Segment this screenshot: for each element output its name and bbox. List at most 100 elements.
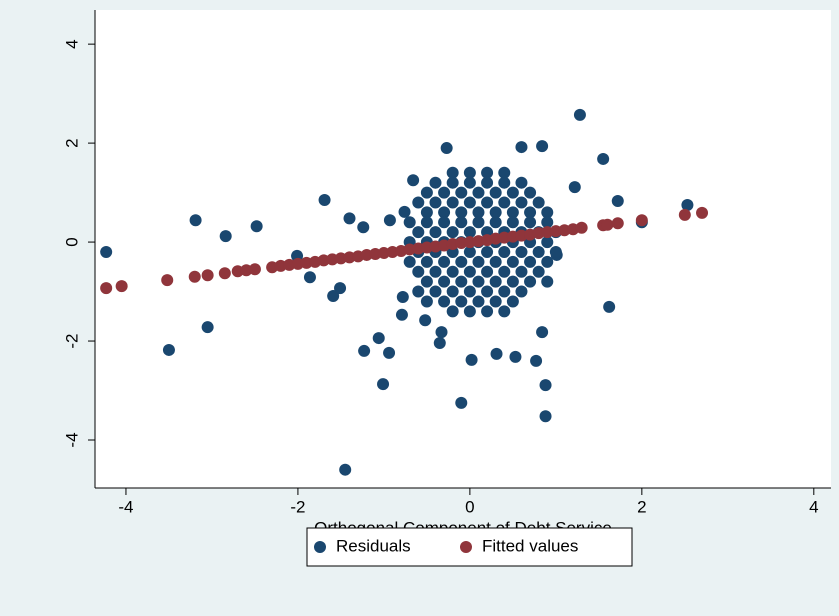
y-tick-label: -4 — [62, 432, 81, 447]
point — [489, 186, 502, 199]
legend-label: Fitted values — [482, 536, 578, 555]
point — [377, 378, 390, 391]
point — [498, 285, 511, 298]
legend-marker — [460, 541, 472, 553]
point — [398, 205, 411, 218]
point — [420, 275, 433, 288]
point — [696, 206, 709, 219]
point — [498, 166, 511, 179]
point — [446, 285, 459, 298]
point — [412, 226, 425, 239]
point — [472, 206, 485, 219]
point — [429, 285, 442, 298]
point — [541, 216, 554, 229]
point — [250, 220, 263, 233]
point — [395, 308, 408, 321]
point — [420, 186, 433, 199]
point — [463, 245, 476, 258]
point — [635, 214, 648, 227]
point — [481, 245, 494, 258]
point — [100, 245, 113, 258]
y-tick-label: -2 — [62, 333, 81, 348]
point — [463, 226, 476, 239]
point — [429, 226, 442, 239]
point — [611, 195, 624, 208]
x-tick-label: 0 — [465, 497, 474, 516]
point — [597, 152, 610, 165]
point — [188, 270, 201, 283]
point — [463, 305, 476, 318]
point — [343, 212, 356, 225]
point — [433, 337, 446, 350]
point — [420, 255, 433, 268]
point — [446, 265, 459, 278]
point — [536, 140, 549, 153]
point — [438, 206, 451, 219]
point — [438, 255, 451, 268]
point — [489, 255, 502, 268]
point — [463, 285, 476, 298]
point — [407, 174, 420, 187]
point — [524, 275, 537, 288]
point — [549, 245, 562, 258]
point — [498, 305, 511, 318]
point — [472, 295, 485, 308]
point — [489, 275, 502, 288]
point — [412, 285, 425, 298]
point — [573, 108, 586, 121]
point — [403, 255, 416, 268]
point — [115, 280, 128, 293]
point — [420, 216, 433, 229]
point — [438, 295, 451, 308]
point — [420, 206, 433, 219]
plot-area — [95, 10, 831, 488]
point — [446, 226, 459, 239]
point — [603, 300, 616, 313]
point — [440, 142, 453, 155]
point — [515, 196, 528, 209]
point — [455, 396, 468, 409]
point — [575, 221, 588, 234]
point — [524, 216, 537, 229]
point — [412, 265, 425, 278]
point — [489, 216, 502, 229]
y-tick-label: 0 — [62, 237, 81, 246]
point — [161, 274, 174, 287]
point — [318, 194, 331, 207]
x-tick-label: -2 — [290, 497, 305, 516]
point — [463, 166, 476, 179]
point — [412, 196, 425, 209]
point — [446, 166, 459, 179]
point — [481, 196, 494, 209]
point — [541, 275, 554, 288]
point — [515, 176, 528, 189]
point — [611, 217, 624, 230]
point — [498, 196, 511, 209]
point — [218, 267, 231, 280]
y-tick-label: 4 — [62, 39, 81, 48]
point — [506, 216, 519, 229]
point — [396, 290, 409, 303]
point — [100, 282, 113, 295]
point — [681, 198, 694, 211]
point — [490, 347, 503, 360]
point — [429, 196, 442, 209]
point — [419, 314, 432, 327]
point — [515, 245, 528, 258]
point — [420, 295, 433, 308]
point — [339, 463, 352, 476]
point — [601, 218, 614, 231]
point — [438, 275, 451, 288]
point — [201, 269, 214, 282]
point — [446, 305, 459, 318]
point — [327, 290, 340, 303]
point — [541, 206, 554, 219]
point — [455, 206, 468, 219]
point — [489, 295, 502, 308]
point — [506, 275, 519, 288]
point — [524, 255, 537, 268]
point — [334, 282, 347, 295]
legend-marker — [314, 541, 326, 553]
point — [446, 196, 459, 209]
